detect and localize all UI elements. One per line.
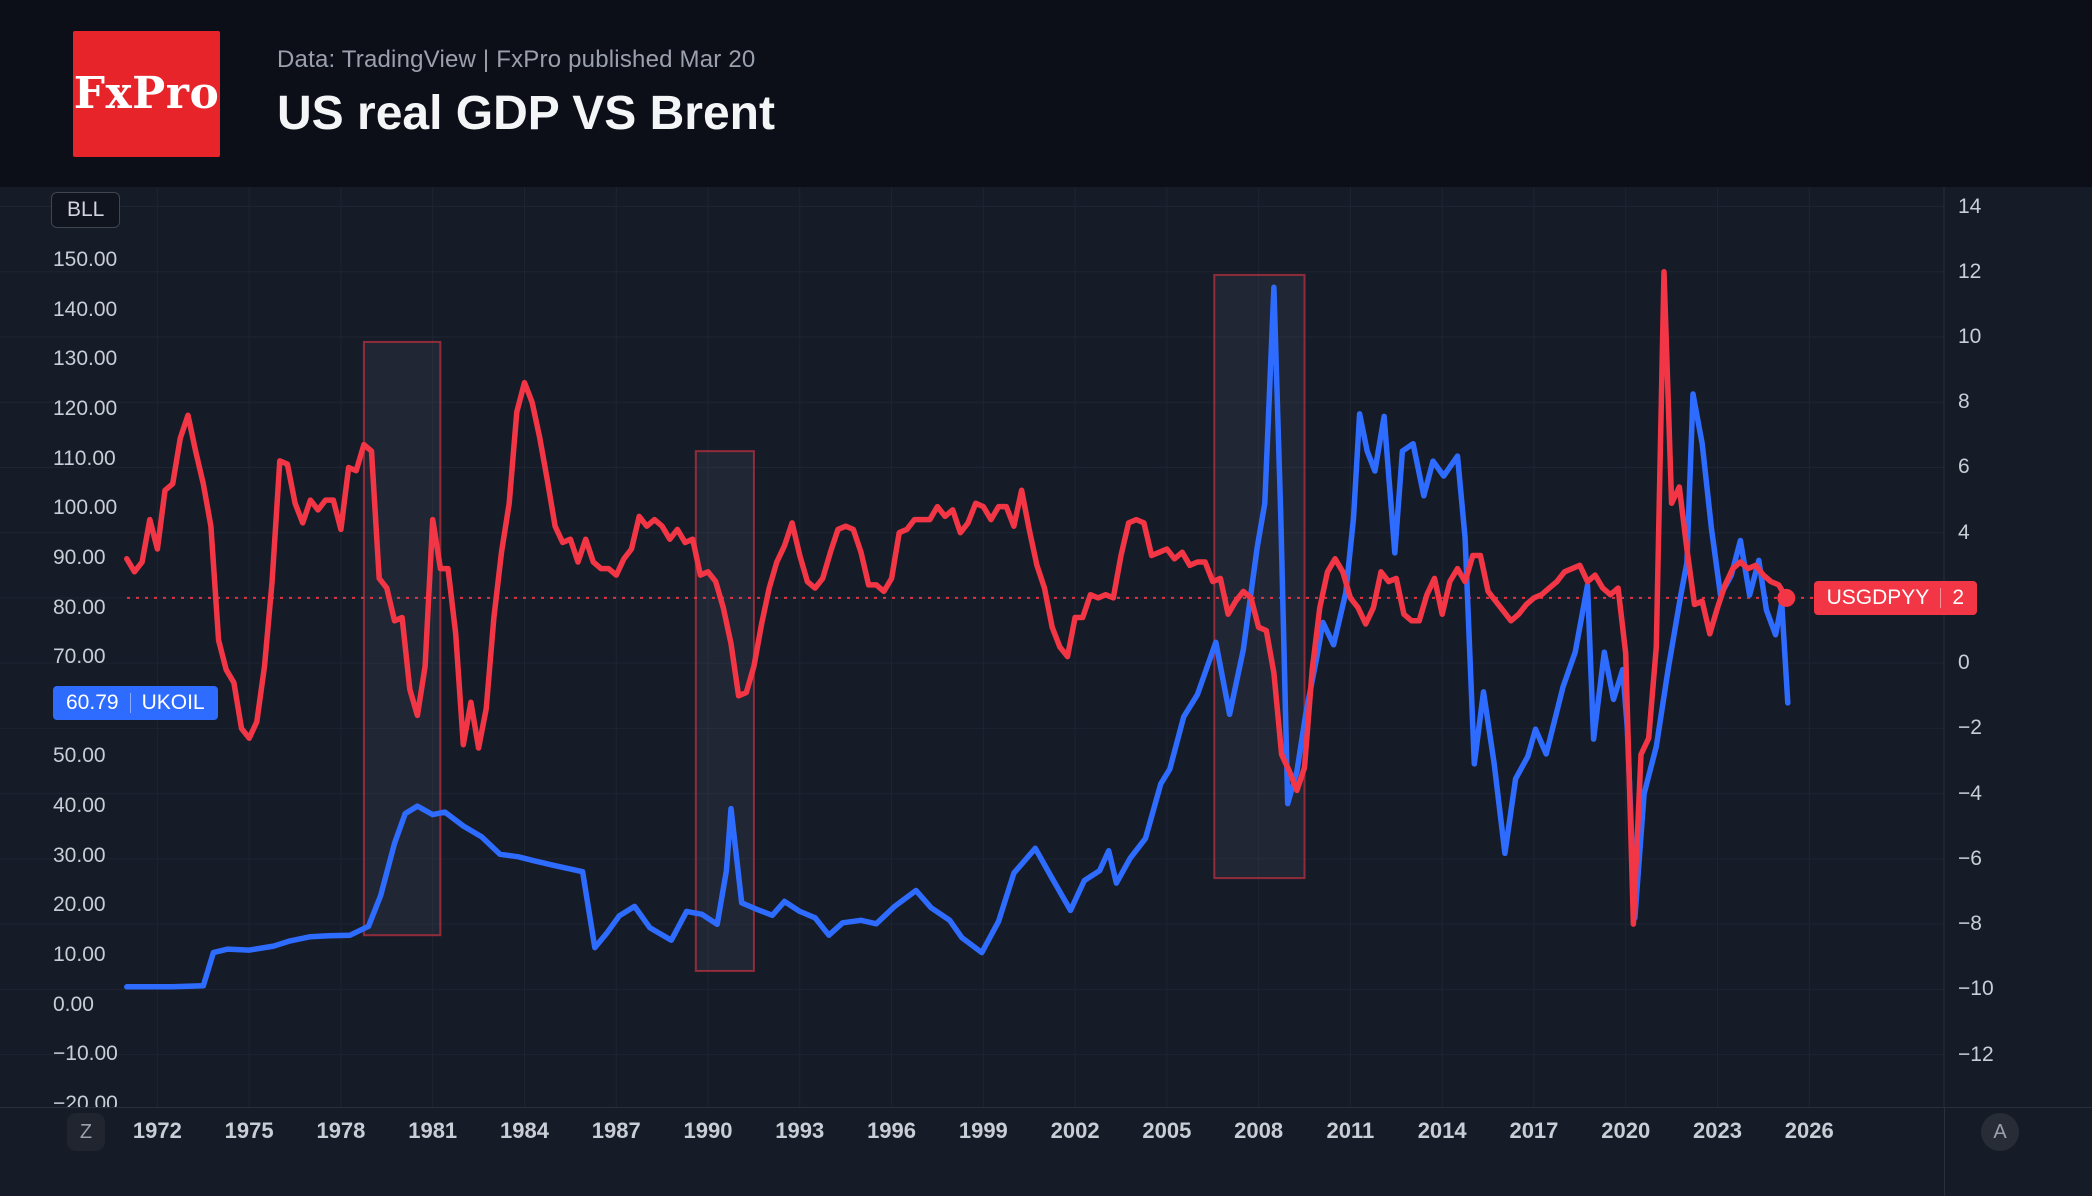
ukoil-line: [124, 284, 1791, 990]
right-axis-tick: 14: [1958, 194, 1982, 218]
left-axis-tick: 150.00: [53, 248, 118, 271]
left-axis-tick: 80.00: [53, 595, 106, 619]
time-axis-tick: 1975: [224, 1118, 274, 1143]
page-title: US real GDP VS Brent: [277, 87, 775, 140]
left-axis-tick: 30.00: [53, 843, 106, 867]
right-axis-tick: 4: [1958, 520, 1970, 544]
time-axis-tick: 1987: [591, 1118, 641, 1143]
left-axis-tick: 110.00: [53, 446, 116, 470]
left-axis-tick: −10.00: [53, 1042, 118, 1066]
usgdpyy-series-name: USGDPYY: [1826, 585, 1930, 609]
time-axis-tick: 1972: [132, 1118, 182, 1143]
usgdpyy-price-value: 2: [1952, 585, 1964, 609]
left-axis-tick: 100.00: [53, 496, 118, 520]
time-axis-tick: 1978: [316, 1118, 366, 1143]
usgdpyy-line: [124, 268, 1790, 927]
right-axis-tick: 10: [1958, 324, 1982, 348]
right-axis-tick: 6: [1958, 455, 1970, 479]
ukoil-price-value: 60.79: [66, 690, 119, 714]
time-axis-tick: 1990: [683, 1118, 733, 1143]
left-axis-tick: 140.00: [53, 297, 118, 321]
time-axis-tick: 2023: [1693, 1118, 1742, 1143]
left-axis-tick: 20.00: [53, 893, 106, 917]
time-axis-tick: 1993: [775, 1118, 825, 1143]
time-axis-tick: 1984: [499, 1118, 549, 1143]
left-axis-tick: 10.00: [53, 943, 106, 967]
time-axis-tick: 1999: [958, 1118, 1008, 1143]
time-axis-tick: 1981: [408, 1118, 458, 1143]
time-axis-tick: 2020: [1601, 1118, 1651, 1143]
usgdpyy-end-dot: [1777, 588, 1796, 607]
fxpro-logo-text: FxPro: [73, 68, 220, 119]
right-axis-tick: −10: [1958, 977, 1994, 1001]
time-axis-tick: 2014: [1417, 1118, 1467, 1143]
pill-divider: [129, 692, 131, 713]
left-axis-tick: 90.00: [53, 545, 106, 569]
source-line: Data: TradingView | FxPro published Mar …: [277, 46, 756, 73]
time-axis-tick: 2008: [1234, 1118, 1284, 1143]
unit-button[interactable]: BLL: [51, 192, 121, 228]
ukoil-price-label: 60.79 UKOIL: [53, 685, 218, 720]
fxpro-logo: FxPro: [73, 30, 220, 157]
auto-scale-button[interactable]: A: [1981, 1113, 2019, 1151]
right-axis-tick: −4: [1958, 781, 1982, 805]
time-axis-tick: 2017: [1509, 1118, 1559, 1143]
ukoil-series-name: UKOIL: [141, 690, 205, 714]
header-text: Data: TradingView | FxPro published Mar …: [277, 46, 775, 141]
right-axis-separator: [1944, 1108, 1945, 1196]
usgdpyy-price-label: USGDPYY 2: [1813, 580, 1977, 615]
pill-divider: [1940, 587, 1942, 608]
right-axis-tick: −12: [1958, 1042, 1994, 1066]
time-axis-tick: 2026: [1784, 1118, 1834, 1143]
time-axis-tick: 2011: [1326, 1118, 1375, 1143]
left-axis-tick: 130.00: [53, 347, 118, 371]
left-axis-tick: 120.00: [53, 396, 118, 420]
right-axis-tick: −8: [1958, 912, 1982, 936]
time-axis[interactable]: Z 1972 1975 1978 1981 1984 1987 1990 1993 1996 19…: [0, 1107, 2092, 1196]
left-axis-tick: 0.00: [53, 992, 94, 1016]
right-axis-tick: 0: [1958, 651, 1970, 675]
chart-background: [0, 187, 2092, 1107]
header: FxPro Data: TradingView | FxPro publishe…: [0, 0, 2092, 187]
right-axis-tick: −6: [1958, 846, 1982, 870]
right-axis-tick: −2: [1958, 716, 1982, 740]
left-axis-tick: 40.00: [53, 794, 106, 818]
time-axis-tick: 2005: [1142, 1118, 1192, 1143]
left-axis-tick: 50.00: [53, 744, 106, 768]
left-axis-tick: 70.00: [53, 645, 106, 669]
right-axis-tick: 8: [1958, 390, 1970, 414]
time-axis-tick: 1996: [867, 1118, 917, 1143]
time-axis-tick: 2002: [1050, 1118, 1100, 1143]
timezone-button[interactable]: Z: [67, 1113, 105, 1151]
right-axis-tick: 12: [1958, 259, 1982, 283]
